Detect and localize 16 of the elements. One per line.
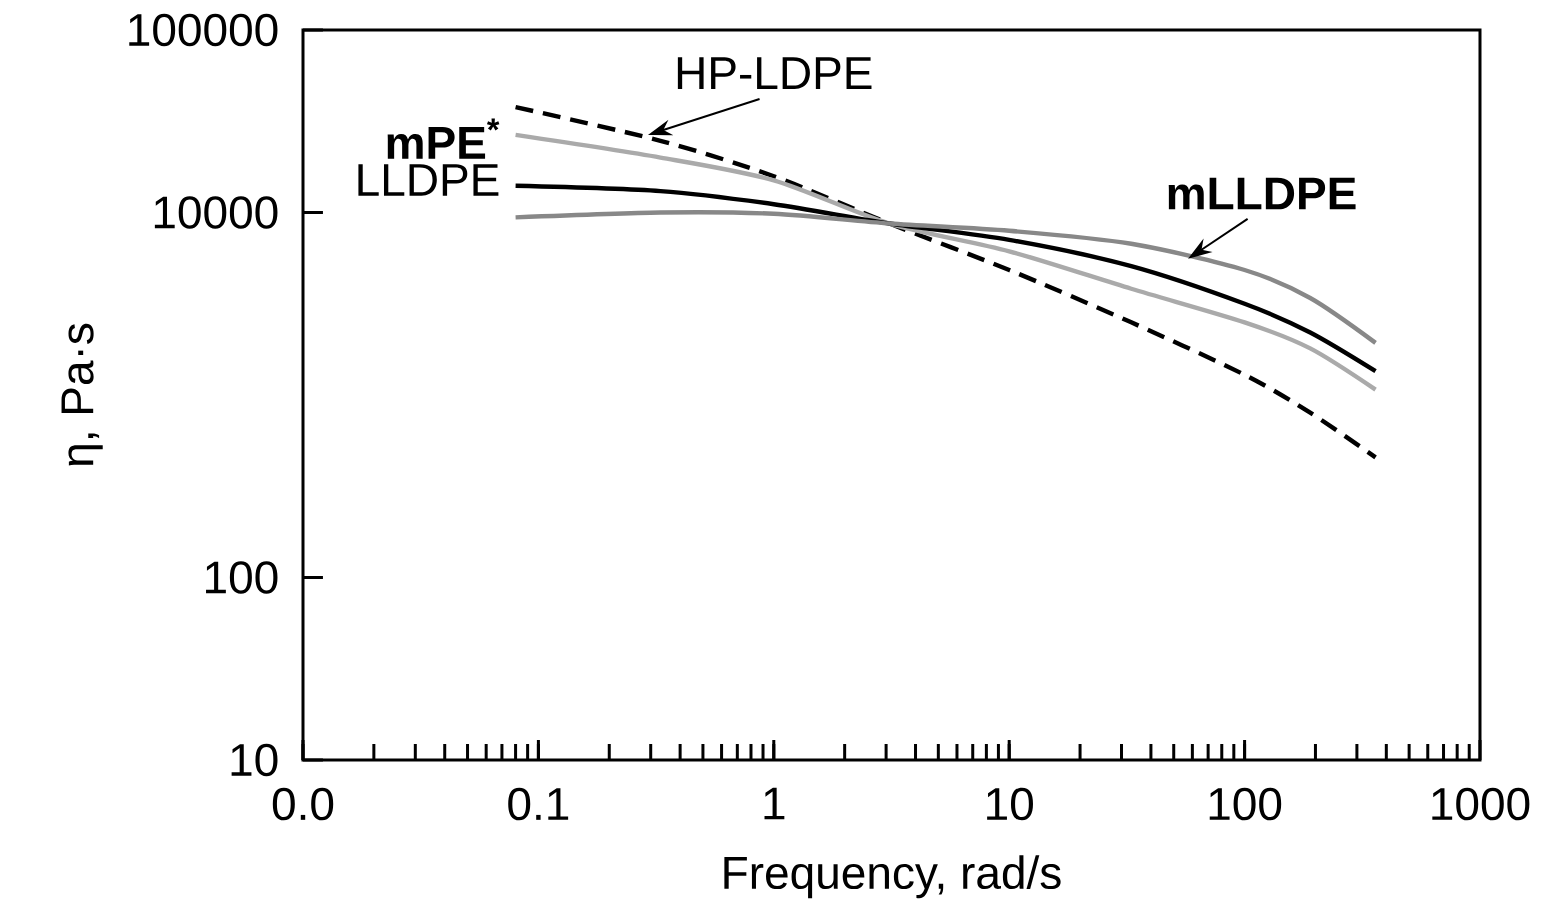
x-tick-label: 1 xyxy=(764,787,785,820)
x-axis-title: Frequency, rad/s xyxy=(724,855,1061,899)
y-tick-label: 100 xyxy=(206,561,278,594)
series-label: HP-LDPE xyxy=(677,57,872,89)
x-tick-label: 100 xyxy=(1209,787,1282,821)
x-tick-label: 10 xyxy=(987,787,1033,821)
y-tick-label: 10000 xyxy=(154,196,278,229)
series-label: mLLDPE xyxy=(1168,177,1356,210)
y-axis-title: η, Pa·s xyxy=(61,323,103,466)
x-tick-label: 0.1 xyxy=(508,787,569,821)
y-tick-label: 100000 xyxy=(129,13,278,47)
x-tick-label: 1000 xyxy=(1432,787,1530,821)
text: mPE$^{*}$ xyxy=(387,118,500,159)
series-label: LLDPE xyxy=(358,164,499,196)
y-tick-label: 10 xyxy=(231,743,278,777)
x-tick-label: 0.0 xyxy=(272,787,334,821)
